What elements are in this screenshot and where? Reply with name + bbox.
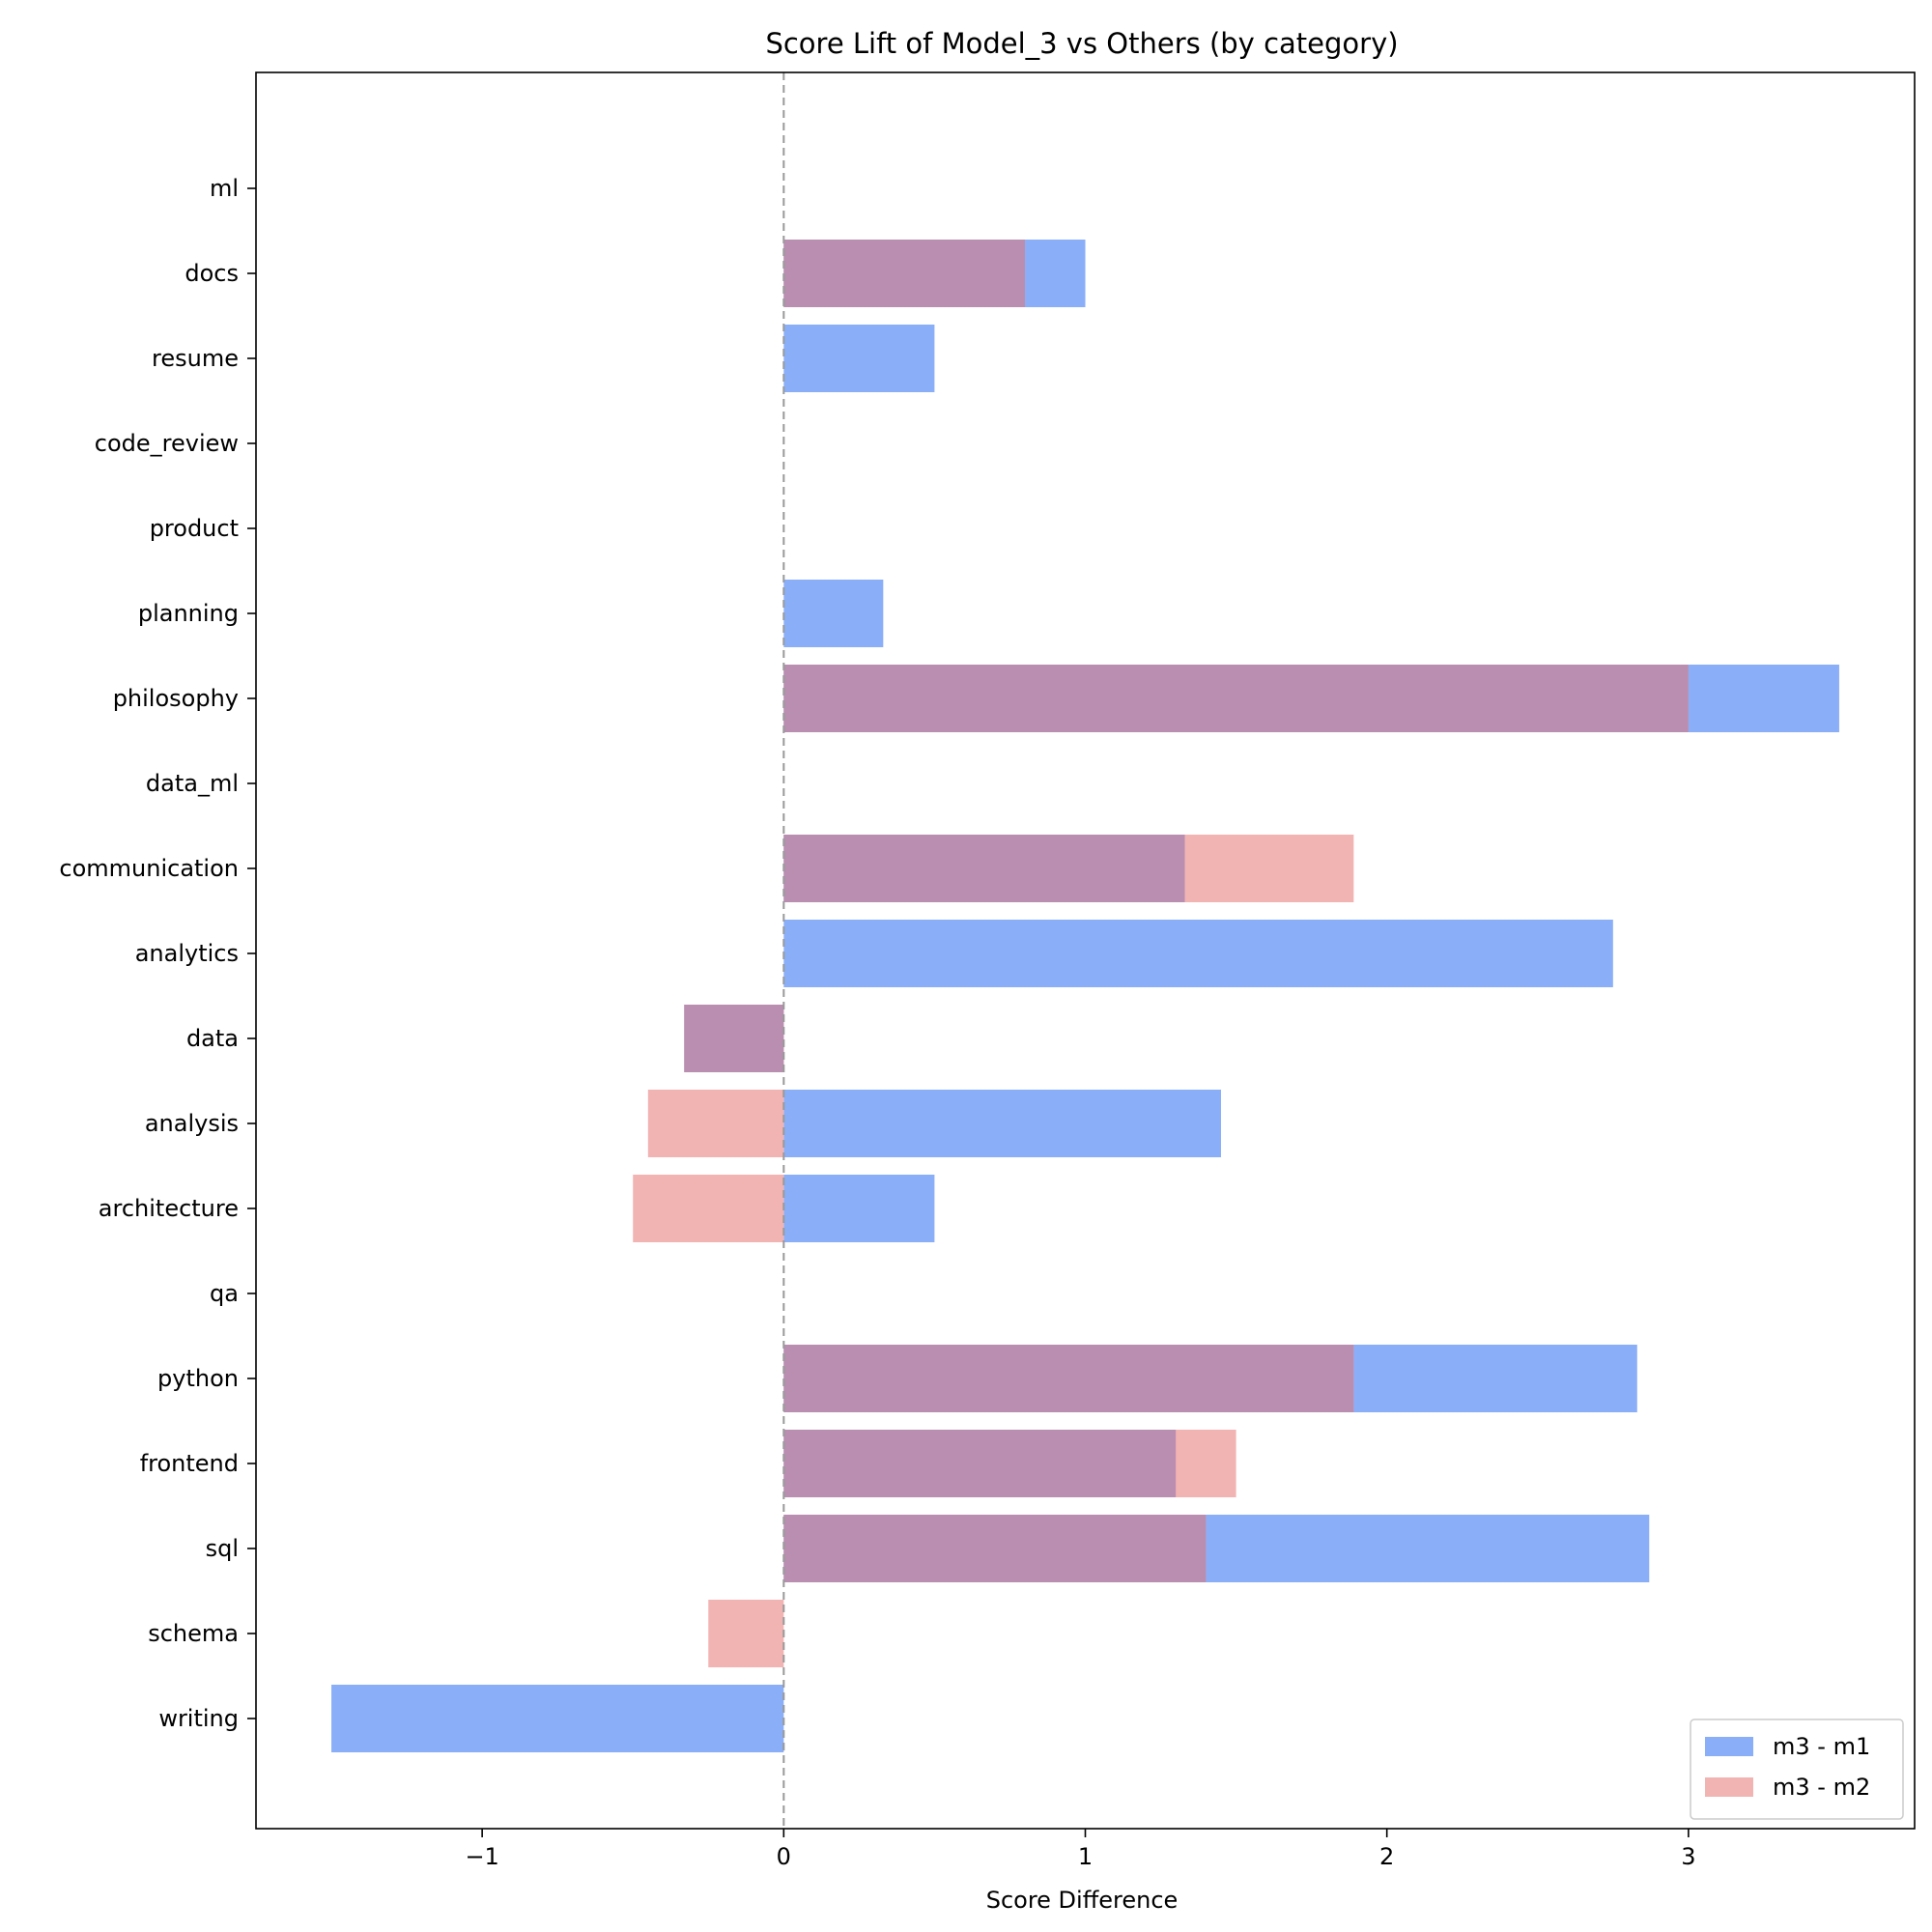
y-tick-label-communication: communication xyxy=(59,855,239,882)
bar-m3-m1-analysis xyxy=(783,1090,1221,1157)
y-tick-label-product: product xyxy=(150,515,239,542)
bar-overlap-docs xyxy=(783,240,1026,307)
y-tick-label-code_review: code_review xyxy=(95,430,239,457)
bar-m3-m1-analytics xyxy=(783,920,1613,987)
bar-overlap-python xyxy=(783,1345,1354,1412)
y-tick-label-analysis: analysis xyxy=(145,1110,239,1137)
y-tick-label-data: data xyxy=(186,1025,239,1052)
y-tick-label-frontend: frontend xyxy=(140,1450,239,1477)
y-tick-label-data_ml: data_ml xyxy=(146,770,239,797)
bar-m3-m2-analysis xyxy=(647,1090,784,1157)
bar-m3-m2-architecture xyxy=(633,1175,784,1242)
bar-m3-m1-resume xyxy=(783,325,935,392)
y-tick-label-ml: ml xyxy=(210,175,239,202)
bar-overlap-communication xyxy=(783,835,1185,902)
legend-swatch-1 xyxy=(1705,1737,1753,1756)
y-tick-label-architecture: architecture xyxy=(99,1195,239,1222)
y-tick-label-qa: qa xyxy=(210,1280,239,1307)
bar-overlap-frontend xyxy=(783,1430,1177,1497)
legend-label-2: m3 - m2 xyxy=(1773,1774,1870,1801)
bar-overlap-data xyxy=(684,1005,784,1072)
bar-m3-m1-architecture xyxy=(783,1175,935,1242)
legend-label-1: m3 - m1 xyxy=(1773,1733,1870,1760)
y-tick-label-resume: resume xyxy=(152,345,239,372)
bar-m3-m1-planning xyxy=(783,580,884,647)
bar-overlap-philosophy xyxy=(783,665,1689,732)
legend-swatch-2 xyxy=(1705,1777,1753,1797)
chart-title: Score Lift of Model_3 vs Others (by cate… xyxy=(765,27,1398,60)
legend: m3 - m1 m3 - m2 xyxy=(1690,1719,1904,1820)
y-tick-label-analytics: analytics xyxy=(135,940,239,967)
x-tick-label-0: 0 xyxy=(777,1843,791,1870)
x-axis-label: Score Difference xyxy=(986,1887,1179,1914)
y-tick-label-schema: schema xyxy=(148,1620,239,1647)
bar-overlap-sql xyxy=(783,1515,1207,1582)
bars-layer xyxy=(331,240,1839,1752)
y-tick-label-writing: writing xyxy=(158,1705,239,1732)
x-tick-label-2: 2 xyxy=(1379,1843,1394,1870)
x-tick-label-3: 3 xyxy=(1681,1843,1695,1870)
bar-m3-m1-writing xyxy=(331,1685,784,1752)
y-tick-label-sql: sql xyxy=(206,1535,239,1562)
y-tick-label-philosophy: philosophy xyxy=(113,685,239,712)
x-tick-label--1: −1 xyxy=(465,1843,498,1870)
y-tick-label-planning: planning xyxy=(138,600,239,627)
y-tick-label-docs: docs xyxy=(185,260,239,287)
bar-m3-m2-schema xyxy=(708,1600,784,1667)
x-tick-label-1: 1 xyxy=(1078,1843,1093,1870)
y-tick-label-python: python xyxy=(157,1365,239,1392)
